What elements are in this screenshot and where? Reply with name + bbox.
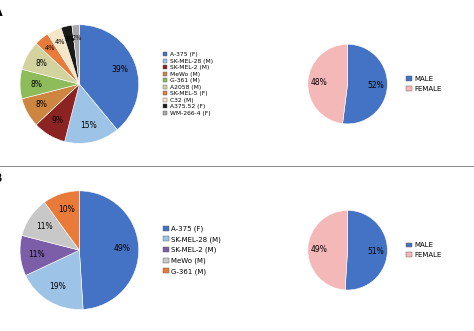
- Text: 51%: 51%: [368, 247, 384, 256]
- Text: 11%: 11%: [28, 250, 45, 259]
- Wedge shape: [20, 69, 79, 99]
- Text: B: B: [0, 172, 3, 185]
- Text: 19%: 19%: [49, 282, 66, 292]
- Text: 4%: 4%: [55, 39, 65, 45]
- Wedge shape: [61, 25, 79, 84]
- Wedge shape: [45, 191, 79, 250]
- Wedge shape: [343, 44, 387, 124]
- Wedge shape: [79, 191, 139, 309]
- Text: 49%: 49%: [310, 245, 328, 254]
- Text: 4%: 4%: [45, 45, 55, 51]
- Wedge shape: [22, 43, 79, 84]
- Text: 2%: 2%: [71, 35, 82, 41]
- Text: 8%: 8%: [36, 59, 48, 68]
- Wedge shape: [345, 211, 387, 290]
- Text: 52%: 52%: [368, 81, 384, 90]
- Legend: A-375 (F), SK-MEL-28 (M), SK-MEL-2 (M), MeWo (M), G-361 (M), A2058 (M), SK-MEL-5: A-375 (F), SK-MEL-28 (M), SK-MEL-2 (M), …: [163, 52, 213, 116]
- Wedge shape: [79, 25, 139, 130]
- Wedge shape: [36, 84, 79, 142]
- Wedge shape: [20, 235, 79, 275]
- Wedge shape: [36, 34, 79, 84]
- Wedge shape: [22, 84, 79, 125]
- Text: 10%: 10%: [58, 205, 74, 214]
- Wedge shape: [308, 211, 347, 290]
- Wedge shape: [308, 44, 347, 123]
- Text: 48%: 48%: [310, 78, 328, 87]
- Text: 49%: 49%: [114, 244, 130, 253]
- Wedge shape: [26, 250, 83, 309]
- Wedge shape: [22, 202, 79, 250]
- Legend: MALE, FEMALE: MALE, FEMALE: [406, 76, 442, 92]
- Text: A: A: [0, 6, 3, 19]
- Wedge shape: [47, 28, 79, 84]
- Text: 15%: 15%: [80, 121, 97, 130]
- Legend: A-375 (F), SK-MEL-28 (M), SK-MEL-2 (M), MeWo (M), G-361 (M): A-375 (F), SK-MEL-28 (M), SK-MEL-2 (M), …: [163, 226, 221, 275]
- Text: 8%: 8%: [31, 79, 43, 89]
- Legend: MALE, FEMALE: MALE, FEMALE: [406, 243, 442, 258]
- Text: 11%: 11%: [36, 222, 52, 231]
- Text: 3%: 3%: [64, 36, 74, 42]
- Wedge shape: [64, 84, 117, 143]
- Text: 9%: 9%: [52, 117, 64, 125]
- Text: 8%: 8%: [36, 100, 48, 109]
- Text: 39%: 39%: [111, 65, 128, 74]
- Wedge shape: [72, 25, 79, 84]
